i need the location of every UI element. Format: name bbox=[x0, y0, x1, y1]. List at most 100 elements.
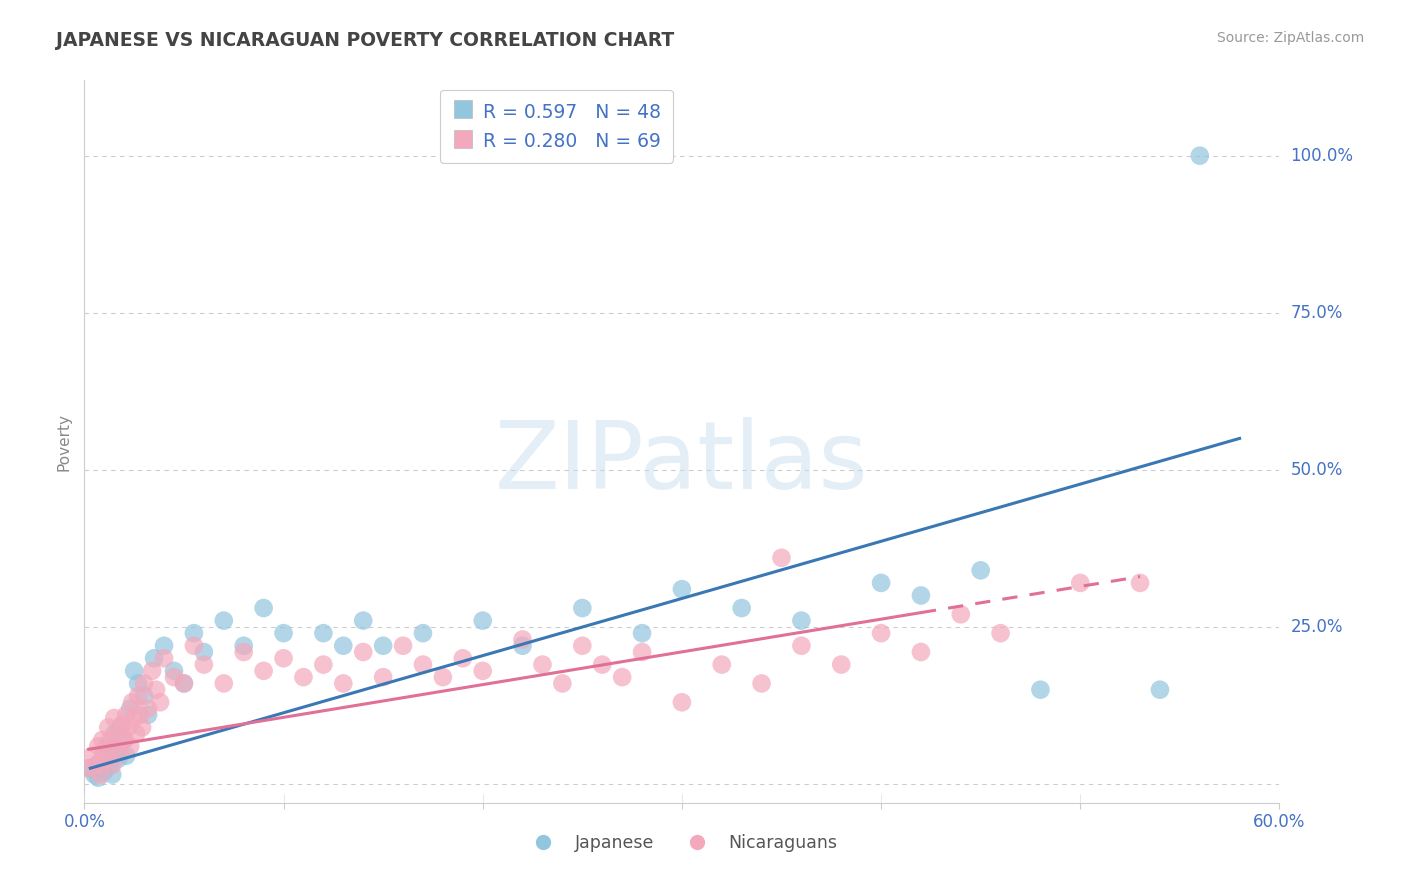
Point bbox=[273, 651, 295, 665]
Point bbox=[93, 764, 115, 779]
Point bbox=[149, 695, 172, 709]
Text: ZIPatlas: ZIPatlas bbox=[495, 417, 869, 509]
Point bbox=[129, 707, 152, 722]
Point bbox=[193, 645, 215, 659]
Point bbox=[970, 563, 993, 577]
Point bbox=[110, 720, 132, 734]
Point bbox=[97, 746, 120, 760]
Point bbox=[212, 614, 235, 628]
Point bbox=[120, 701, 142, 715]
Point bbox=[96, 739, 118, 754]
Legend: Japanese, Nicaraguans: Japanese, Nicaraguans bbox=[519, 827, 845, 859]
Point bbox=[352, 645, 374, 659]
Point bbox=[103, 711, 125, 725]
Point bbox=[89, 767, 111, 781]
Point bbox=[830, 657, 852, 672]
Point bbox=[312, 626, 335, 640]
Point bbox=[77, 761, 100, 775]
Point bbox=[153, 651, 176, 665]
Point bbox=[253, 601, 276, 615]
Point bbox=[352, 614, 374, 628]
Point bbox=[232, 639, 254, 653]
Point bbox=[232, 645, 254, 659]
Point bbox=[710, 657, 733, 672]
Text: 75.0%: 75.0% bbox=[1291, 304, 1343, 322]
Point bbox=[432, 670, 454, 684]
Text: 100.0%: 100.0% bbox=[1291, 146, 1354, 165]
Point bbox=[91, 733, 114, 747]
Text: 25.0%: 25.0% bbox=[1291, 618, 1343, 636]
Point bbox=[127, 689, 149, 703]
Point bbox=[107, 752, 129, 766]
Point bbox=[121, 695, 143, 709]
Point bbox=[870, 626, 893, 640]
Point bbox=[412, 657, 434, 672]
Point bbox=[253, 664, 276, 678]
Point bbox=[990, 626, 1012, 640]
Point bbox=[471, 614, 494, 628]
Point bbox=[870, 575, 893, 590]
Point bbox=[731, 601, 754, 615]
Point bbox=[910, 645, 932, 659]
Point bbox=[273, 626, 295, 640]
Y-axis label: Poverty: Poverty bbox=[56, 412, 72, 471]
Point bbox=[86, 758, 108, 772]
Point bbox=[115, 748, 138, 763]
Point bbox=[101, 767, 124, 781]
Point bbox=[671, 582, 693, 597]
Point bbox=[115, 707, 138, 722]
Point bbox=[87, 739, 110, 754]
Text: Source: ZipAtlas.com: Source: ZipAtlas.com bbox=[1216, 31, 1364, 45]
Point bbox=[112, 733, 135, 747]
Point bbox=[571, 601, 593, 615]
Point bbox=[591, 657, 613, 672]
Point bbox=[122, 711, 145, 725]
Point bbox=[122, 664, 145, 678]
Point bbox=[141, 664, 163, 678]
Point bbox=[112, 733, 135, 747]
Point bbox=[770, 550, 793, 565]
Point bbox=[790, 639, 813, 653]
Point bbox=[163, 664, 186, 678]
Point bbox=[145, 682, 167, 697]
Point bbox=[1149, 682, 1171, 697]
Point bbox=[143, 651, 166, 665]
Point bbox=[105, 739, 128, 754]
Point bbox=[87, 771, 110, 785]
Point bbox=[111, 717, 134, 731]
Point bbox=[153, 639, 176, 653]
Point bbox=[332, 676, 354, 690]
Point bbox=[120, 739, 142, 754]
Point bbox=[136, 707, 159, 722]
Point bbox=[373, 670, 395, 684]
Point bbox=[1188, 149, 1211, 163]
Point bbox=[373, 639, 395, 653]
Point bbox=[132, 689, 156, 703]
Point bbox=[531, 657, 554, 672]
Point bbox=[512, 632, 534, 647]
Point bbox=[631, 645, 654, 659]
Point bbox=[125, 727, 148, 741]
Point bbox=[131, 720, 153, 734]
Point bbox=[292, 670, 315, 684]
Point bbox=[751, 676, 773, 690]
Point bbox=[103, 727, 125, 741]
Point bbox=[671, 695, 693, 709]
Point bbox=[127, 676, 149, 690]
Point bbox=[471, 664, 494, 678]
Point bbox=[173, 676, 195, 690]
Point bbox=[392, 639, 415, 653]
Point bbox=[412, 626, 434, 640]
Point bbox=[332, 639, 354, 653]
Point bbox=[212, 676, 235, 690]
Point bbox=[163, 670, 186, 684]
Point bbox=[98, 758, 121, 772]
Point bbox=[107, 727, 129, 741]
Point bbox=[173, 676, 195, 690]
Point bbox=[79, 761, 101, 775]
Point bbox=[1129, 575, 1152, 590]
Point bbox=[612, 670, 634, 684]
Point bbox=[551, 676, 574, 690]
Point bbox=[93, 746, 115, 760]
Point bbox=[631, 626, 654, 640]
